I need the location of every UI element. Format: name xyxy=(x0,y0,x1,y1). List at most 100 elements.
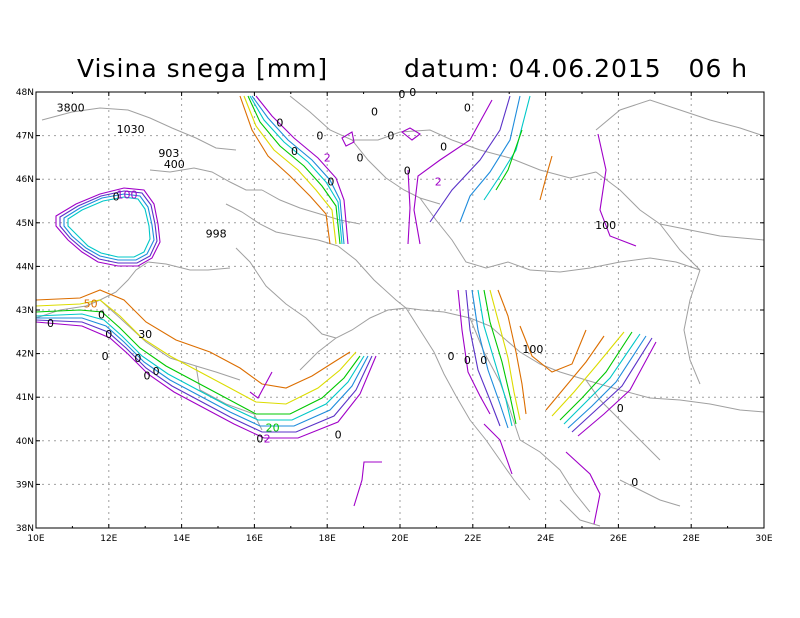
contour-30 xyxy=(559,331,633,421)
lon-tick-label: 20E xyxy=(391,534,408,544)
contour-10 xyxy=(567,335,647,429)
lon-tick-label: 26E xyxy=(610,534,627,544)
contour-value-label: 0 xyxy=(134,352,141,365)
contour-value-label: 2 xyxy=(435,175,442,188)
contour-5 xyxy=(429,95,511,223)
lon-tick-label: 30E xyxy=(755,534,772,544)
lat-tick-label: 41N xyxy=(16,393,34,403)
contour-2 xyxy=(400,127,421,141)
contour-value-label: 0 xyxy=(371,106,378,119)
contour-value-label: 100 xyxy=(117,188,138,201)
grid-lines xyxy=(36,92,764,528)
contour-100 xyxy=(497,289,527,415)
contour-5 xyxy=(59,190,158,264)
contour-10 xyxy=(459,95,521,223)
contour-5 xyxy=(465,289,501,427)
contour-value-label: 0 xyxy=(102,350,109,363)
contour-20 xyxy=(483,95,531,201)
contour-value-label: 100 xyxy=(522,343,543,356)
contour-value-label: 0 xyxy=(335,428,342,441)
lat-tick-label: 42N xyxy=(16,350,34,360)
lat-tick-label: 45N xyxy=(16,219,34,229)
contour-50 xyxy=(551,331,625,417)
contour-value-label: 20 xyxy=(266,422,280,435)
contour-2 xyxy=(407,169,411,245)
lat-tick-label: 44N xyxy=(16,262,34,272)
contour-value-label: 50 xyxy=(84,297,98,310)
contour-2 xyxy=(597,133,637,247)
contour-2 xyxy=(565,451,601,525)
contour-value-label: 0 xyxy=(327,175,334,188)
contour-value-label: 0 xyxy=(47,317,54,330)
contour-value-label: 2 xyxy=(264,433,271,446)
contour-30 xyxy=(495,129,523,191)
contour-value-label: 30 xyxy=(138,328,152,341)
contour-20 xyxy=(563,333,641,425)
contour-value-label: 0 xyxy=(291,145,298,158)
contour-20 xyxy=(249,95,343,245)
contour-value-label: 400 xyxy=(164,158,185,171)
contour-value-label: 0 xyxy=(256,433,263,446)
contour-value-label: 1030 xyxy=(117,123,145,136)
lat-tick-label: 48N xyxy=(16,88,34,98)
longitude-labels: 10E 12E 14E 16E 18E 20E 22E 24E 26E 28E 30E xyxy=(27,534,772,544)
lon-tick-label: 14E xyxy=(173,534,190,544)
contour-value-label: 0 xyxy=(464,101,471,114)
contour-100 xyxy=(35,289,351,389)
contour-value-label: 0 xyxy=(98,308,105,321)
contour-2 xyxy=(55,187,161,267)
contour-value-label: 903 xyxy=(158,147,179,160)
lon-tick-label: 28E xyxy=(683,534,700,544)
contour-20 xyxy=(67,196,151,258)
contour-value-label: 0 xyxy=(464,354,471,367)
contour-value-label: 0 xyxy=(447,350,454,363)
contour-30 xyxy=(35,309,361,415)
contour-value-label: 3800 xyxy=(57,101,85,114)
contour-20 xyxy=(35,313,365,421)
contour-5 xyxy=(571,337,653,433)
contour-2 xyxy=(483,423,513,475)
lat-tick-label: 40N xyxy=(16,437,34,447)
contour-2 xyxy=(341,131,355,147)
contour-100 xyxy=(239,95,331,245)
contour-value-label: 0 xyxy=(356,151,363,164)
lon-tick-label: 18E xyxy=(319,534,336,544)
lat-tick-label: 46N xyxy=(16,175,34,185)
contour-2 xyxy=(577,341,657,437)
contour-100 xyxy=(519,325,587,373)
contour-value-label: 0 xyxy=(440,141,447,154)
contour-value-label: 0 xyxy=(631,476,638,489)
contour-50 xyxy=(489,289,521,421)
map-datetime: datum: 04.06.2015 06 h xyxy=(404,54,749,83)
contour-value-label: 0 xyxy=(480,354,487,367)
coastline-borders xyxy=(35,95,765,527)
snow-contours xyxy=(35,95,657,525)
lon-tick-label: 22E xyxy=(464,534,481,544)
contour-30 xyxy=(483,289,517,425)
lat-tick-label: 43N xyxy=(16,306,34,316)
contour-value-label: 0 xyxy=(105,328,112,341)
contour-10 xyxy=(63,193,155,261)
contour-10 xyxy=(36,317,369,427)
contour-value-label: 998 xyxy=(206,228,227,241)
contour-value-label: 0 xyxy=(276,117,283,130)
contour-value-label: 2 xyxy=(324,151,331,164)
axis-ticks xyxy=(35,91,765,529)
contour-value-label: 0 xyxy=(153,365,160,378)
contour-value-label: 0 xyxy=(617,402,624,415)
contour-100 xyxy=(539,155,553,201)
contour-value-label: 0 xyxy=(409,86,416,99)
latitude-labels: 48N 47N 46N 45N 44N 43N 42N 41N 40N 39N 38N xyxy=(16,88,34,534)
contour-10 xyxy=(471,289,509,429)
contour-2 xyxy=(255,95,349,245)
lon-tick-label: 16E xyxy=(246,534,263,544)
lon-tick-label: 24E xyxy=(537,534,554,544)
contour-2 xyxy=(353,461,382,507)
contour-value-label: 0 xyxy=(113,191,120,204)
contour-value-label: 0 xyxy=(398,88,405,101)
contour-2 xyxy=(413,99,493,245)
contour-30 xyxy=(247,95,341,245)
contour-value-label: 100 xyxy=(595,219,616,232)
